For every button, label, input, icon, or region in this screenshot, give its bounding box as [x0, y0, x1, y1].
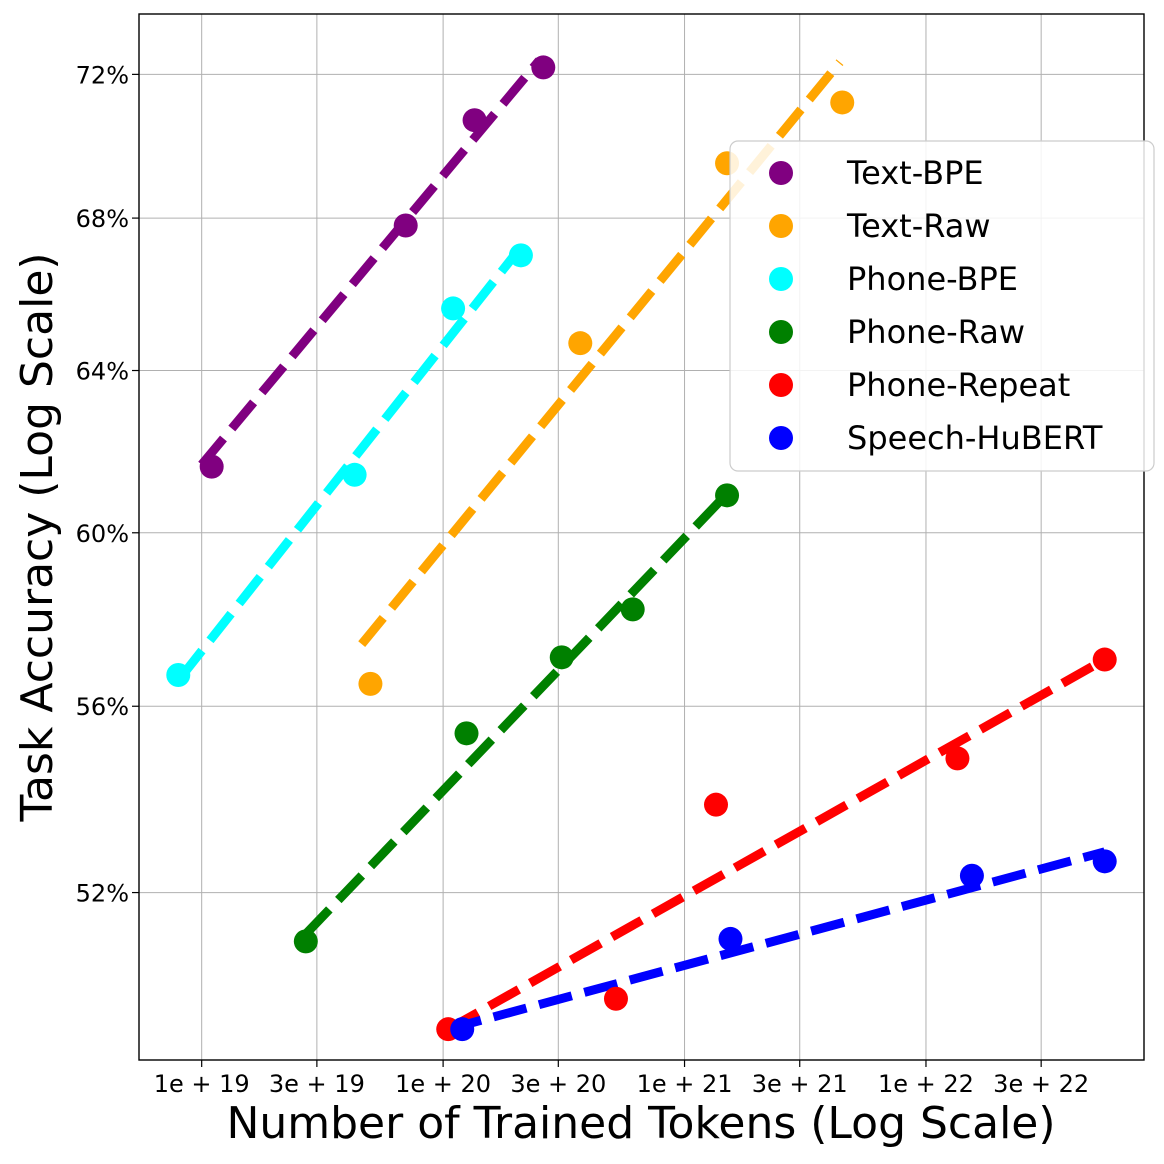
plot-frame	[138, 13, 1145, 1061]
phone-raw-point	[715, 483, 740, 508]
text-raw-point	[568, 331, 593, 356]
speech-hubert-point	[1092, 849, 1117, 874]
phone-repeat-point	[1092, 647, 1117, 672]
data-points	[166, 55, 1117, 1042]
phone-bpe-point	[342, 462, 367, 487]
phone-raw-point	[454, 721, 479, 746]
phone-raw-point	[620, 597, 645, 622]
legend-label-phone-raw: Phone-Raw	[847, 313, 1025, 351]
speech-hubert-point	[959, 863, 984, 888]
x-axis-ticks: 1e + 19 3e + 19 1e + 20 3e + 20 1e + 21 3e + …	[154, 1060, 1089, 1098]
phone-raw-trend-line	[302, 494, 727, 938]
legend-box	[729, 140, 1155, 472]
speech-hubert-trend-line	[447, 847, 1106, 1034]
legend-label-text-raw: Text-Raw	[846, 207, 991, 245]
phone-bpe-point	[441, 296, 466, 321]
x-tick-label: 3e + 19	[269, 1070, 365, 1098]
x-axis-label: Number of Trained Tokens (Log Scale)	[226, 1098, 1055, 1149]
phone-raw-point	[549, 645, 574, 670]
y-tick-label: 56%	[76, 693, 129, 721]
y-axis-label: Task Accuracy (Log Scale)	[12, 252, 63, 822]
legend-marker-speech-hubert	[769, 426, 793, 450]
text-raw-point	[358, 671, 383, 696]
text-bpe-point	[462, 108, 487, 133]
x-tick-label: 1e + 21	[637, 1070, 733, 1098]
text-bpe-point	[199, 454, 224, 479]
y-tick-label: 60%	[76, 520, 129, 548]
phone-bpe-point	[166, 663, 191, 688]
x-tick-label: 3e + 20	[510, 1070, 606, 1098]
x-tick-label: 1e + 19	[154, 1070, 250, 1098]
speech-hubert-point	[718, 926, 743, 951]
legend-label-phone-repeat: Phone-Repeat	[847, 366, 1070, 404]
y-axis-ticks: 52% 56% 60% 64% 68% 72%	[76, 61, 139, 908]
phone-bpe-trend-line	[177, 250, 520, 681]
phone-raw-point	[293, 929, 318, 954]
legend-marker-phone-repeat	[769, 373, 793, 397]
x-tick-label: 1e + 20	[395, 1070, 491, 1098]
x-tick-label: 1e + 22	[878, 1070, 974, 1098]
legend: Text-BPE Text-Raw Phone-BPE Phone-Raw Phone-…	[729, 140, 1155, 472]
speech-hubert-point	[450, 1017, 475, 1042]
x-tick-label: 3e + 21	[752, 1070, 848, 1098]
phone-bpe-point	[508, 243, 533, 268]
y-tick-label: 68%	[76, 205, 129, 233]
text-bpe-point	[393, 213, 418, 238]
legend-marker-text-raw	[769, 214, 793, 238]
phone-repeat-point	[704, 792, 729, 817]
legend-label-speech-hubert: Speech-HuBERT	[847, 419, 1103, 457]
phone-repeat-point	[603, 986, 628, 1011]
phone-repeat-point	[945, 746, 970, 771]
legend-marker-text-bpe	[769, 161, 793, 185]
y-tick-label: 72%	[76, 61, 129, 89]
legend-label-text-bpe: Text-BPE	[846, 154, 984, 192]
text-raw-point	[830, 90, 855, 115]
legend-label-phone-bpe: Phone-BPE	[847, 260, 1018, 298]
x-tick-label: 3e + 22	[993, 1070, 1089, 1098]
y-tick-label: 52%	[76, 880, 129, 908]
legend-marker-phone-bpe	[769, 267, 793, 291]
text-bpe-point	[531, 55, 556, 80]
phone-repeat-trend-line	[446, 655, 1107, 1034]
legend-marker-phone-raw	[769, 320, 793, 344]
y-tick-label: 64%	[76, 358, 129, 386]
